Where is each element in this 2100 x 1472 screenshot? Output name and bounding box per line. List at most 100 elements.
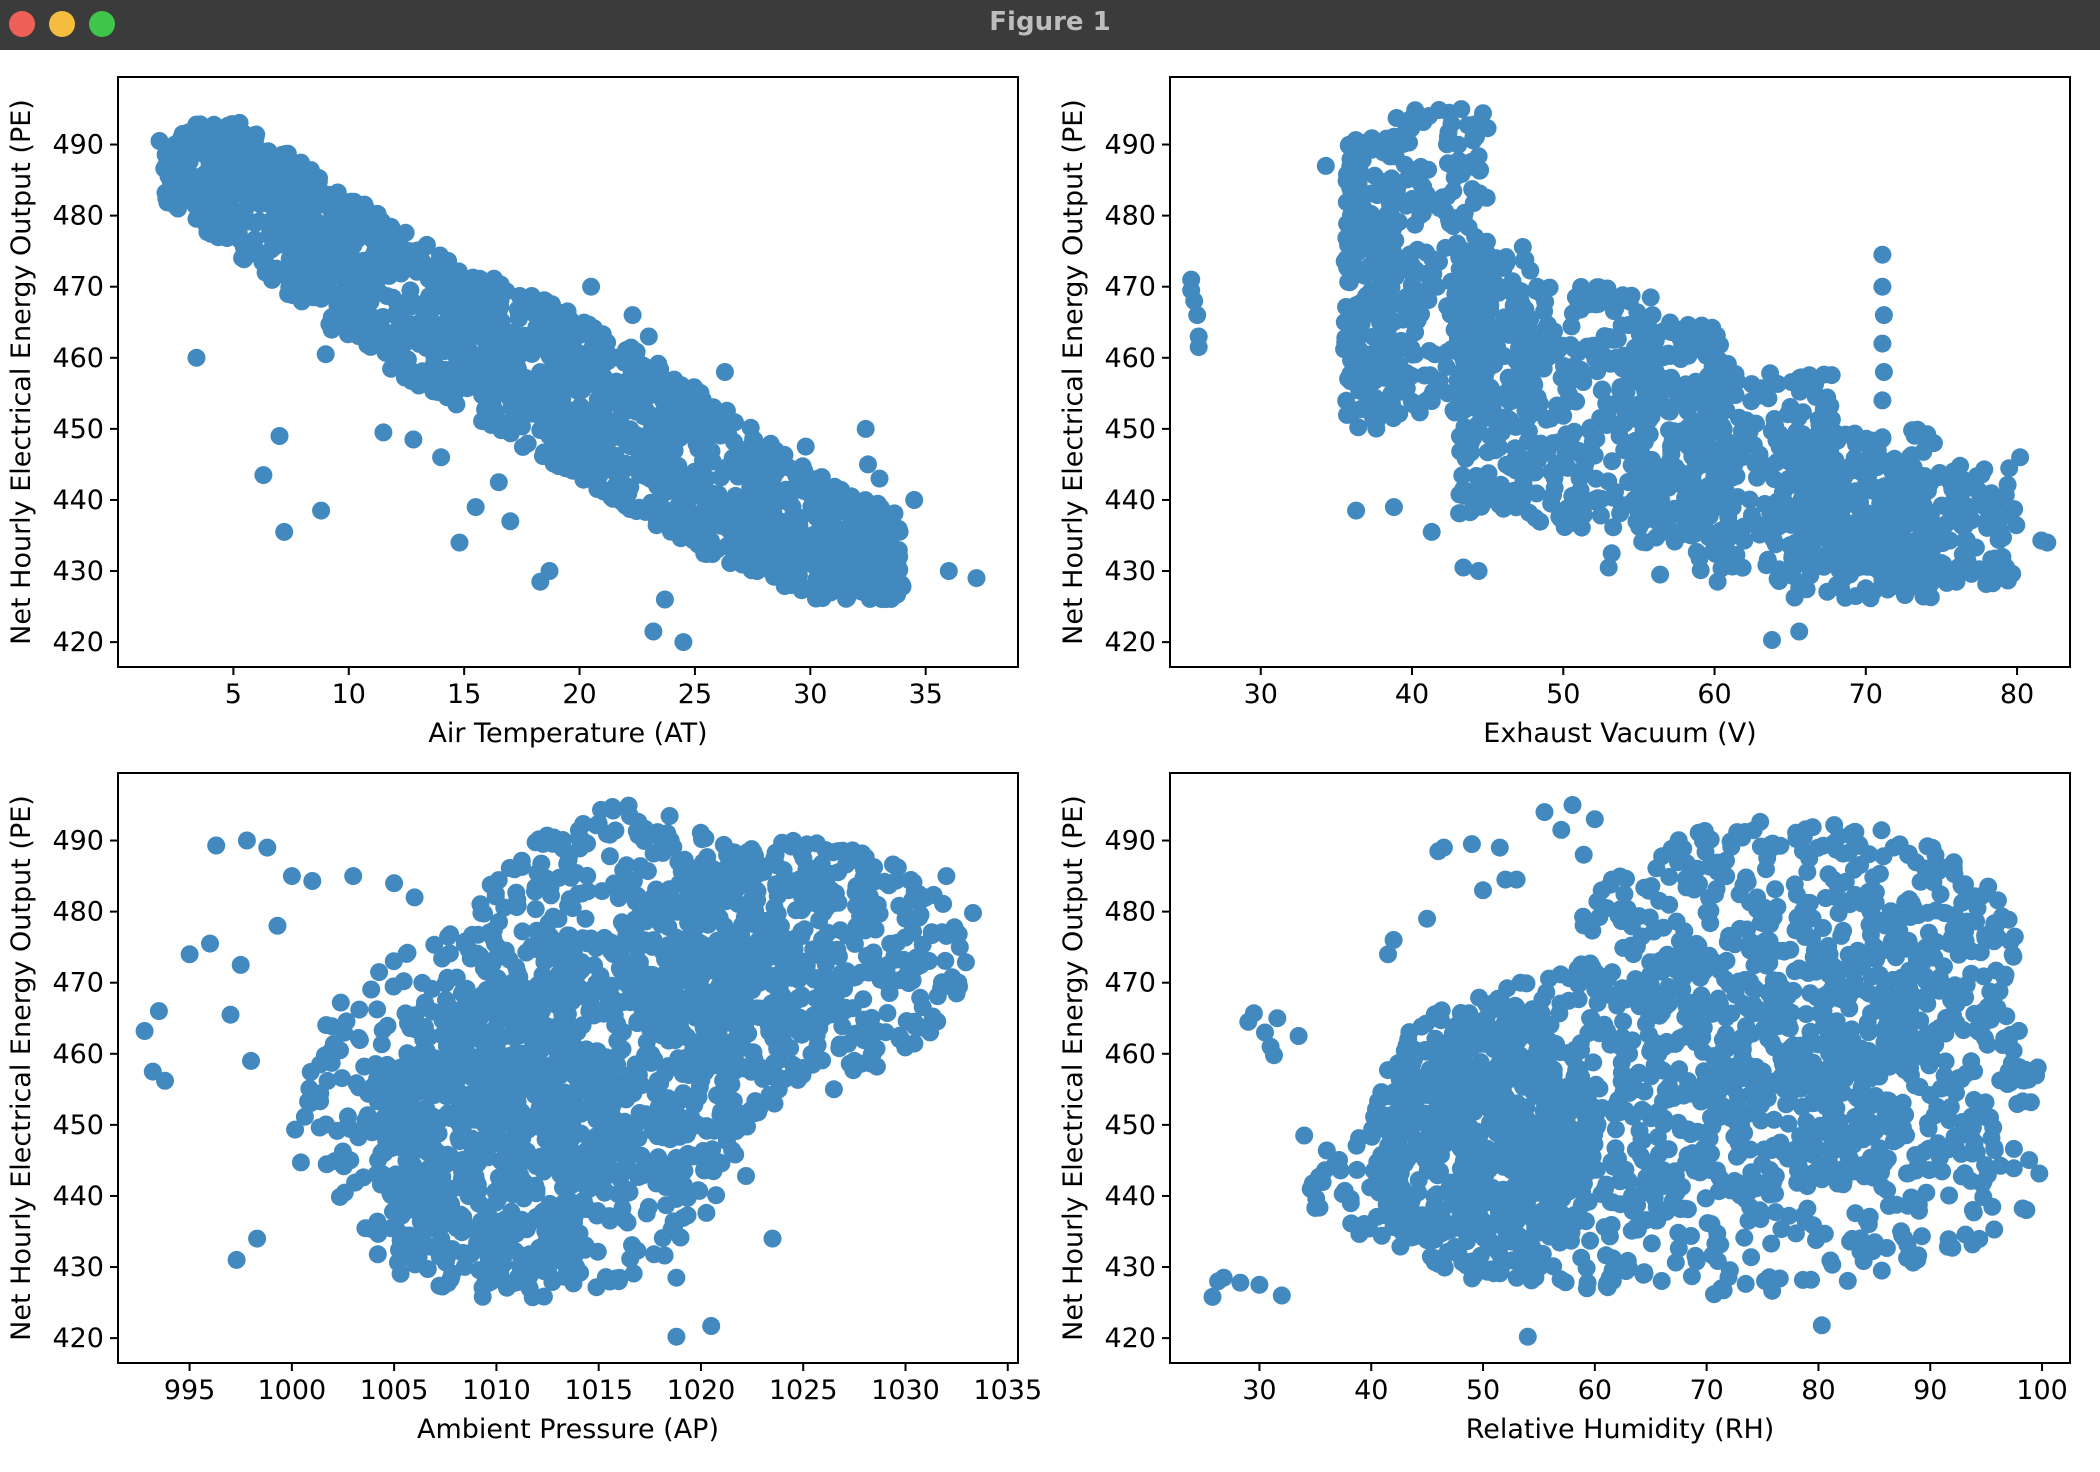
scatter-point (543, 295, 561, 314)
scatter-point (270, 427, 289, 445)
scatter-point (295, 1107, 314, 1126)
scatter-point (470, 269, 489, 288)
scatter-point (500, 950, 519, 969)
scatter-point (1634, 360, 1653, 379)
scatter-point (623, 306, 642, 325)
scatter-point (610, 883, 629, 902)
scatter-point (613, 1199, 632, 1218)
scatter-point (1852, 542, 1871, 561)
scatter-point (187, 348, 206, 367)
scatter-point (1486, 325, 1505, 344)
scatter-point (1565, 339, 1584, 358)
scatter-point (1662, 346, 1681, 365)
scatter-point (199, 222, 218, 241)
scatter-point (1422, 522, 1441, 541)
scatter-point (1729, 408, 1748, 427)
scatter-point (1813, 480, 1832, 499)
scatter-point (1532, 284, 1550, 303)
scatter-point (424, 274, 443, 293)
scatter-points (1182, 100, 2057, 649)
scatter-point (674, 1176, 693, 1195)
scatter-point (1456, 449, 1475, 468)
scatter-point (306, 215, 325, 234)
scatter-point (616, 402, 634, 421)
scatter-point (1384, 498, 1403, 517)
scatter-point (1344, 401, 1363, 420)
scatter-point (352, 266, 371, 285)
scatter-point (300, 1079, 319, 1098)
scatter-point (1603, 452, 1622, 471)
scatter-point (543, 834, 562, 853)
scatter-point (1469, 562, 1488, 580)
scatter-point (1338, 299, 1357, 318)
scatter-point (1932, 496, 1951, 515)
scatter-point (658, 516, 677, 535)
scatter-point (760, 1086, 779, 1104)
scatter-point (845, 577, 864, 596)
scatter-point (1990, 565, 2009, 584)
scatter-point (333, 247, 352, 266)
scatter-point (794, 481, 813, 500)
scatter-point (376, 233, 395, 252)
scatter-point (542, 886, 560, 905)
scatter-point (210, 123, 228, 142)
scatter-point (507, 883, 526, 902)
scatter-point (665, 1218, 684, 1237)
scatter-point (331, 993, 350, 1012)
scatter-point (224, 142, 243, 161)
scatter-point (727, 534, 746, 553)
scatter-point (442, 1268, 461, 1286)
scatter-point (1833, 499, 1852, 518)
scatter-point (726, 486, 745, 505)
scatter-point (529, 830, 548, 849)
maximize-button[interactable] (89, 11, 115, 37)
scatter-point (318, 1071, 337, 1090)
scatter-point (1452, 100, 1471, 119)
scatter-point (615, 353, 634, 372)
scatter-point (469, 352, 488, 371)
minimize-button[interactable] (49, 11, 75, 37)
scatter-point (844, 497, 863, 516)
scatter-point (1763, 631, 1781, 649)
scatter-point (1718, 387, 1737, 406)
scatter-point (1617, 382, 1636, 401)
scatter-point (1544, 434, 1563, 453)
scatter-point (692, 401, 711, 420)
scatter-point (501, 424, 520, 443)
scatter-point (611, 469, 630, 488)
scatter-point (578, 882, 597, 901)
scatter-point (877, 520, 896, 539)
scatter-point (1188, 306, 1207, 325)
scatter-point (194, 185, 213, 204)
scatter-point (291, 1153, 310, 1172)
scatter-point (575, 313, 594, 332)
scatter-point (1542, 494, 1561, 513)
x-tick-label: 50 (1546, 679, 1580, 710)
scatter-point (1349, 418, 1368, 437)
scatter-point (1467, 467, 1486, 485)
scatter-point (540, 369, 559, 388)
scatter-point (285, 268, 304, 287)
scatter-point (755, 445, 774, 464)
scatter-point (671, 1091, 690, 1109)
scatter-point (561, 945, 580, 964)
scatter-point (1583, 433, 1602, 452)
scatter-point (407, 1020, 426, 1039)
scatter-point (384, 952, 403, 971)
scatter-point (1660, 421, 1678, 440)
scatter-point (1316, 156, 1335, 175)
scatter-point (1913, 561, 1932, 580)
y-tick-label: 470 (52, 272, 104, 303)
scatter-point (1470, 184, 1489, 203)
scatter-point (584, 978, 603, 997)
scatter-point (578, 834, 596, 853)
scatter-point (1640, 410, 1659, 429)
scatter-point (282, 186, 301, 205)
x-tick-label: 30 (1244, 679, 1278, 710)
scatter-point (1708, 452, 1727, 471)
close-button[interactable] (9, 11, 35, 37)
scatter-point (1873, 487, 1892, 506)
scatter-point (1482, 346, 1501, 365)
scatter-point (691, 383, 710, 402)
scatter-point (677, 405, 696, 424)
